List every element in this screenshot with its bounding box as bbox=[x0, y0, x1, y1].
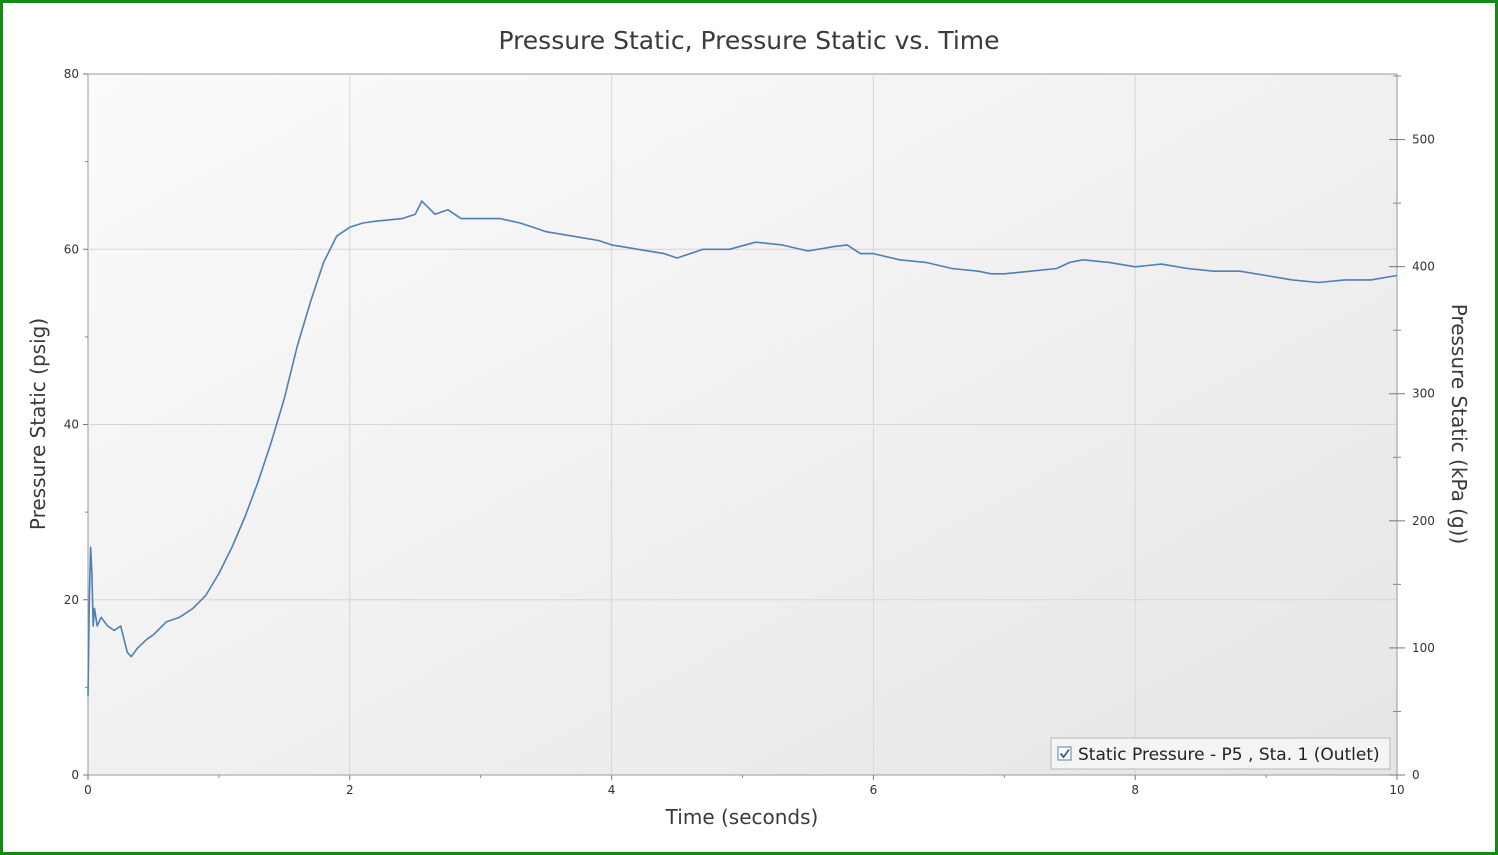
x-tick-label: 10 bbox=[1389, 783, 1404, 797]
y-tick-label: 0 bbox=[71, 768, 79, 782]
legend: Static Pressure - P5 , Sta. 1 (Outlet) bbox=[1050, 737, 1391, 770]
y2-tick-label: 400 bbox=[1412, 260, 1435, 274]
legend-label: Static Pressure - P5 , Sta. 1 (Outlet) bbox=[1078, 745, 1380, 765]
axis-ticks bbox=[83, 73, 1405, 780]
y-tick-label: 80 bbox=[64, 67, 79, 81]
chart-title: Pressure Static, Pressure Static vs. Tim… bbox=[498, 26, 999, 55]
series-line-0 bbox=[87, 200, 1398, 697]
y-tick-label: 40 bbox=[64, 418, 79, 432]
y-tick-label: 20 bbox=[64, 593, 79, 607]
series-layer bbox=[87, 200, 1398, 697]
x-axis-label: Time (seconds) bbox=[665, 805, 819, 829]
y-tick-label: 60 bbox=[64, 242, 79, 256]
y2-tick-label: 300 bbox=[1412, 387, 1435, 401]
y2-tick-label: 100 bbox=[1412, 641, 1435, 655]
legend-box bbox=[1050, 737, 1391, 770]
x-tick-label: 8 bbox=[1131, 783, 1139, 797]
check-icon bbox=[1059, 748, 1070, 759]
x-tick-label: 0 bbox=[84, 783, 92, 797]
y-axis-label: Pressure Static (psig) bbox=[26, 318, 50, 530]
x-tick-label: 2 bbox=[346, 783, 354, 797]
y2-tick-label: 200 bbox=[1412, 514, 1435, 528]
y2-axis-label: Pressure Static (kPa (g)) bbox=[1447, 304, 1471, 545]
x-tick-label: 6 bbox=[870, 783, 878, 797]
grid-lines bbox=[88, 74, 1397, 775]
y2-tick-label: 500 bbox=[1412, 133, 1435, 147]
x-tick-label: 4 bbox=[608, 783, 616, 797]
legend-checkbox[interactable] bbox=[1057, 746, 1072, 761]
y2-tick-label: 0 bbox=[1412, 768, 1420, 782]
